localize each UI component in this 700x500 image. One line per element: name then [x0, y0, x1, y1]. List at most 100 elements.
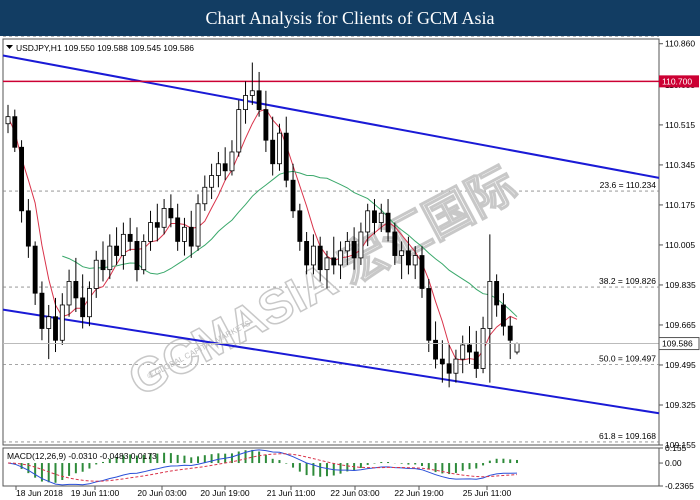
current-price-tag-label: 109.586	[662, 339, 693, 349]
candle-body	[236, 109, 242, 153]
candle-body	[93, 259, 99, 289]
candle-body	[39, 292, 45, 329]
price-tick-label: 109.325	[665, 400, 696, 410]
candle-body	[134, 241, 140, 271]
trend-channel	[2, 54, 660, 415]
price-tick-label: 110.005	[665, 240, 695, 250]
candle-body	[460, 344, 466, 360]
price-tick-label: 109.495	[665, 360, 696, 370]
fib-label: 38.2 = 109.826	[599, 276, 656, 286]
candle-body	[426, 288, 432, 341]
candle-body	[405, 250, 411, 266]
time-tick-label: 22 Jun 03:00	[330, 488, 379, 498]
candle-body	[277, 132, 282, 165]
candle-body	[473, 351, 479, 369]
candlesticks	[5, 62, 520, 388]
candle-body	[188, 226, 194, 247]
candle-body	[12, 116, 18, 148]
candle-body	[107, 245, 113, 271]
macd-line	[7, 449, 518, 486]
macd-indicator	[7, 449, 518, 486]
candle-body	[297, 210, 303, 242]
candle-body	[507, 325, 513, 341]
time-tick-label: 22 Jun 19:00	[394, 488, 443, 498]
candle-body	[202, 186, 208, 205]
candle-body	[439, 358, 445, 365]
candle-body	[310, 245, 316, 266]
candle-body	[175, 217, 181, 242]
candle-body	[365, 210, 371, 233]
resistance-tag	[659, 75, 699, 88]
time-tick-label: 21 Jun 11:00	[267, 488, 316, 498]
candle-body	[467, 344, 472, 353]
macd-tick-label: -0.2365	[665, 481, 694, 491]
candle-body	[243, 95, 248, 111]
candle-body	[249, 90, 255, 96]
candle-body	[195, 203, 201, 247]
candle-body	[500, 304, 506, 327]
candle-body	[378, 212, 384, 223]
candle-body	[331, 257, 337, 266]
candle-body	[141, 241, 147, 271]
candle-body	[53, 316, 58, 341]
price-axis: 110.860110.685110.515110.345110.175110.0…	[659, 39, 696, 450]
candle-body	[148, 222, 153, 242]
candle-body	[46, 316, 52, 329]
candle-body	[222, 163, 228, 172]
candle-body	[229, 151, 235, 172]
candle-body	[399, 250, 405, 256]
candle-body	[32, 245, 38, 294]
macd-tick-label: 0.155	[665, 443, 687, 453]
channel-upper-line	[2, 54, 660, 179]
candle-body	[317, 245, 323, 271]
price-pane	[2, 38, 660, 446]
candle-body	[5, 116, 11, 125]
time-axis: 18 Jun 2018 19 Jun 11:00 20 Jun 03:00 20 Ju…	[15, 486, 512, 498]
macd-signal-line	[7, 453, 518, 482]
candle-body	[66, 281, 72, 306]
candle-body	[120, 233, 126, 256]
price-tick-label: 110.860	[665, 39, 695, 49]
time-tick-label: 25 Jun 11:00	[463, 488, 512, 498]
time-tick-label: 19 Jun 11:00	[71, 488, 120, 498]
time-tick-label: 18 Jun 2018	[16, 488, 63, 498]
candle-body	[114, 245, 120, 256]
candle-body	[446, 363, 452, 374]
candle-body	[182, 226, 187, 242]
candle-body	[358, 231, 364, 259]
price-tick-label: 110.345	[665, 160, 695, 170]
fib-label: 50.0 = 109.497	[599, 354, 656, 364]
candle-body	[494, 281, 500, 306]
candle-body	[372, 210, 377, 223]
collapse-triangle-icon[interactable]	[6, 45, 13, 49]
candle-body	[344, 241, 350, 252]
candle-body	[161, 208, 167, 228]
candle-body	[351, 241, 357, 259]
candle-body	[480, 328, 486, 369]
candle-body	[263, 109, 269, 141]
page-header: Chart Analysis for Clients of GCM Asia	[0, 0, 700, 36]
time-tick-label: 20 Jun 19:00	[200, 488, 249, 498]
price-tick-label: 109.665	[665, 320, 696, 330]
candle-body	[19, 146, 25, 212]
candle-body	[304, 241, 310, 266]
macd-label: MACD(12,26,9) -0.0310 -0.0483 0.0173	[7, 451, 157, 461]
current-price-tag	[658, 337, 700, 351]
candle-body	[514, 343, 520, 353]
candle-body	[59, 304, 65, 341]
candle-body	[168, 208, 174, 219]
candle-body	[209, 175, 215, 188]
candle-body	[127, 233, 133, 242]
candle-body	[87, 288, 92, 318]
candle-body	[283, 132, 289, 181]
candle-body	[487, 281, 493, 329]
candle-body	[453, 358, 459, 374]
candle-body	[338, 250, 343, 266]
candle-body	[419, 255, 425, 289]
macd-axis: 0.155 0.00 -0.2365	[659, 443, 694, 491]
macd-pane	[2, 447, 660, 487]
candle-body	[392, 231, 398, 256]
price-tags: 110.700 109.586	[658, 75, 700, 351]
